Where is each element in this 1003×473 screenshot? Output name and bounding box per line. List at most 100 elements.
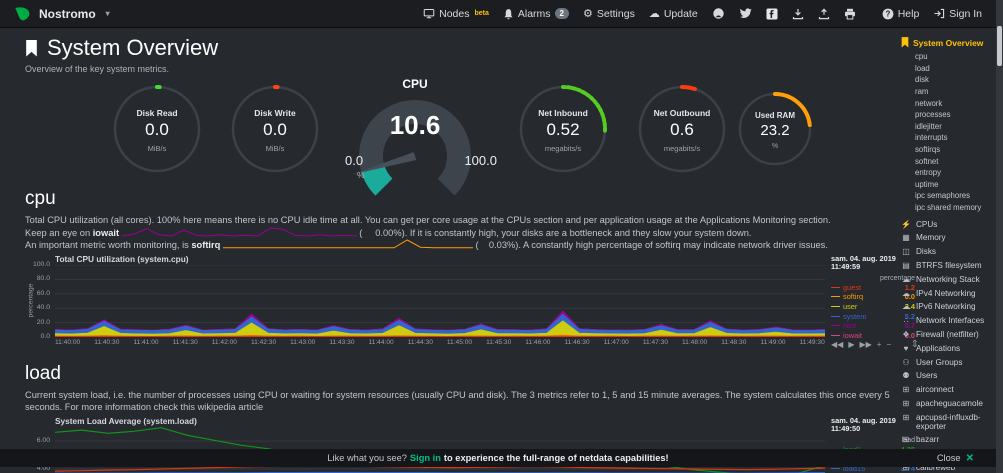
x-tick-label: 11:44:00 — [368, 338, 394, 346]
print-button[interactable] — [844, 8, 856, 20]
sidebar-item-uptime[interactable]: uptime — [915, 179, 939, 189]
pan-right-icon[interactable]: ▶▶ — [859, 339, 872, 349]
sidebar-section-label: airconnect — [916, 385, 954, 395]
sidebar-item-ipc-shared-memory[interactable]: ipc shared memory — [915, 203, 982, 213]
x-tick-label: 11:49:30 — [799, 338, 825, 346]
sidebar-section-ipv4-networking[interactable]: ☁ IPv4 Networking — [901, 286, 993, 300]
legend-dash — [831, 467, 840, 469]
legend-row-nice[interactable]: nice 0.7 — [831, 321, 915, 331]
sidebar-section-label: CPUs — [916, 219, 938, 229]
resize-handle-icon[interactable]: ⇕ — [910, 338, 919, 350]
section-heading-cpu: cpu — [25, 188, 56, 209]
help-button[interactable]: ? Help — [882, 8, 919, 20]
legend-value: 5.2 — [904, 311, 915, 321]
y-tick-label: 80.0 — [36, 275, 50, 283]
legend-row-user[interactable]: user 3.4 — [831, 302, 915, 312]
alarms-button[interactable]: Alarms 2 — [503, 8, 569, 20]
sidebar-item-ram[interactable]: ram — [915, 87, 929, 97]
sidebar-item-load[interactable]: load — [915, 63, 930, 73]
scrollbar-thumb[interactable] — [997, 26, 1002, 66]
sidebar-item-system-overview[interactable]: System Overview — [901, 37, 993, 48]
settings-button[interactable]: ⚙ Settings — [583, 8, 635, 20]
sidebar-section-cpus[interactable]: ⚡ CPUs — [901, 217, 993, 231]
update-button[interactable]: ☁ Update — [649, 8, 698, 20]
sidebar-section-user-groups[interactable]: ⚇ User Groups — [901, 355, 993, 369]
gauge-cpu[interactable]: CPU 10.6 0.0 100.0 % — [329, 77, 501, 196]
signin-button[interactable]: Sign In — [933, 8, 982, 20]
sidebar-section-networking-stack[interactable]: ☁ Networking Stack — [901, 272, 993, 286]
banner-close-button[interactable]: Close ✕ — [937, 453, 974, 464]
gauge-disk-write[interactable]: Disk Write 0.0 MiB/s — [229, 83, 321, 175]
sidebar-item-idlejitter[interactable]: idlejitter — [915, 121, 942, 131]
legend-value: 3.74 — [900, 463, 915, 473]
sidebar-item-interrupts[interactable]: interrupts — [915, 133, 948, 143]
sidebar-item-entropy[interactable]: entropy — [915, 168, 942, 178]
sidebar-section-calibreweb[interactable]: ⊞ calibreweb — [901, 461, 993, 473]
legend-row-load15[interactable]: load15 3.74 — [831, 464, 915, 473]
sidebar-section-apcupsd-influxdb-exporter[interactable]: ⊞ apcupsd-influxdb-exporter — [901, 410, 993, 433]
nodes-button[interactable]: Nodes beta — [423, 8, 489, 20]
sidebar-item-network[interactable]: network — [915, 98, 943, 108]
gauge-net-outbound[interactable]: Net Outbound 0.6 megabits/s — [636, 83, 728, 175]
export-snapshot-button[interactable] — [792, 8, 804, 20]
sidebar-item-cpu[interactable]: cpu — [915, 52, 928, 62]
gauge-cpu-units: % — [357, 170, 365, 180]
sidebar-section-firewall-netfilter-[interactable]: ❖ Firewall (netfilter) — [901, 328, 993, 342]
gear-icon: ⚙ — [583, 7, 593, 20]
sidebar-item-softnet[interactable]: softnet — [915, 156, 939, 166]
brand-menu[interactable]: Nostromo ▾ — [14, 6, 110, 22]
github-button[interactable] — [712, 7, 725, 20]
facebook-button[interactable] — [766, 8, 778, 20]
sidebar-item-disk[interactable]: disk — [915, 75, 929, 85]
pan-left-icon[interactable]: ◀◀ — [831, 339, 844, 349]
twitter-button[interactable] — [739, 8, 752, 19]
gauges-row: Disk Read 0.0 MiB/s Disk Write 0.0 MiB/s… — [25, 77, 893, 196]
close-label: Close — [936, 453, 961, 463]
sidebar-section-label: Disks — [916, 247, 937, 257]
sidebar-section-apacheguacamole[interactable]: ⊞ apacheguacamole — [901, 396, 993, 410]
zoom-in-icon[interactable]: + — [876, 339, 882, 349]
gauge-cpu-min: 0.0 — [345, 153, 364, 168]
legend-row-softirq[interactable]: softirq 0.0 — [831, 292, 915, 302]
sidebar-item-ipc-semaphores[interactable]: ipc semaphores — [915, 191, 971, 201]
gauge-used-ram[interactable]: Used RAM 23.2 % — [736, 90, 814, 168]
sidebar-section-applications[interactable]: ♥ Applications — [901, 341, 993, 355]
legend-row-system[interactable]: system 5.2 — [831, 311, 915, 321]
sidebar-item-processes[interactable]: processes — [915, 110, 951, 120]
sidebar-section-disks[interactable]: ◫ Disks — [901, 245, 993, 259]
sidebar-item-softirqs[interactable]: softirqs — [915, 145, 941, 155]
cpu-chart-plot[interactable] — [55, 264, 825, 337]
x-tick-label: 11:41:30 — [172, 338, 198, 346]
bolt-icon: ⚡ — [901, 219, 911, 229]
sidebar-section-airconnect[interactable]: ⊞ airconnect — [901, 383, 993, 397]
legend-time: 11:49:59 — [831, 262, 861, 271]
banner-post: to experience the full-range of netdata … — [443, 453, 669, 463]
legend-row-iowait[interactable]: iowait 0.0 — [831, 330, 915, 340]
gauge-net-inbound[interactable]: Net Inbound 0.52 megabits/s — [517, 83, 609, 175]
play-icon[interactable]: ▶ — [848, 339, 855, 349]
cpu-description: Total CPU utilization (all cores). 100% … — [25, 214, 893, 252]
y-tick-label: 20.0 — [36, 318, 50, 326]
cpu-desc-line3: An important metric worth monitoring, is… — [25, 239, 828, 250]
page-scrollbar[interactable] — [996, 0, 1003, 473]
facebook-icon — [766, 8, 778, 19]
sidebar-section-bazarr[interactable]: ⊞ bazarr — [901, 433, 993, 447]
sidebar-section-ipv6-networking[interactable]: ☁ IPv6 Networking — [901, 300, 993, 314]
zoom-out-icon[interactable]: − — [886, 339, 892, 349]
cpu-chart-legend: sam. 04. aug. 2019 11:49:59 percentage gues… — [831, 254, 915, 341]
x-tick-label: 11:46:00 — [525, 338, 551, 346]
sidebar-section-users[interactable]: ⚉ Users — [901, 369, 993, 383]
help-icon: ? — [882, 8, 894, 19]
sidebar-section-label: apcupsd-influxdb-exporter — [916, 412, 981, 431]
sidebar-section-network-interfaces[interactable]: ∴ Network Interfaces — [901, 314, 993, 328]
gauge-disk-read[interactable]: Disk Read 0.0 MiB/s — [111, 83, 203, 175]
legend-dash — [831, 305, 840, 307]
legend-dash — [831, 296, 840, 298]
bookmark-icon — [26, 39, 37, 56]
legend-row-guest[interactable]: guest 1.2 — [831, 283, 915, 293]
sign-in-icon — [934, 8, 945, 19]
sidebar-section-btrfs-filesystem[interactable]: ▤ BTRFS filesystem — [901, 259, 993, 273]
sidebar-section-memory[interactable]: ▦ Memory — [901, 231, 993, 245]
banner-signin-link[interactable]: Sign in — [409, 453, 441, 463]
import-snapshot-button[interactable] — [818, 8, 830, 20]
